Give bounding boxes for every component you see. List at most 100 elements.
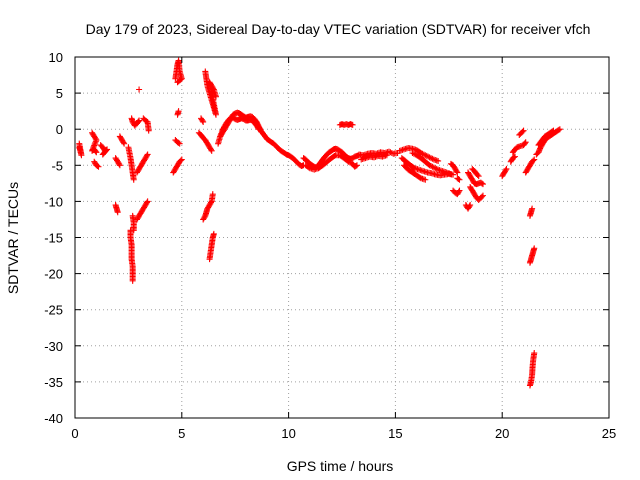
x-tick-label: 5 xyxy=(178,426,185,441)
data-point xyxy=(479,181,486,188)
data-point xyxy=(479,192,486,199)
data-point xyxy=(143,199,150,206)
data-point xyxy=(503,165,510,172)
data-point xyxy=(135,118,142,125)
y-tick-label: -15 xyxy=(44,231,63,246)
data-point xyxy=(429,163,436,170)
data-point xyxy=(114,209,121,216)
data-point xyxy=(530,157,537,164)
data-point xyxy=(175,78,182,85)
data-point xyxy=(177,157,184,164)
data-point xyxy=(144,198,151,205)
y-tick-label: 5 xyxy=(56,86,63,101)
data-point xyxy=(144,151,151,158)
data-point xyxy=(430,164,437,171)
data-point xyxy=(94,163,101,170)
data-point xyxy=(467,202,474,209)
data-point xyxy=(433,165,440,172)
data-point xyxy=(120,139,127,146)
data-point xyxy=(174,79,181,86)
x-tick-label: 0 xyxy=(71,426,78,441)
data-point xyxy=(519,128,526,135)
data-point xyxy=(200,118,207,125)
data-point xyxy=(353,162,360,169)
data-point xyxy=(95,163,102,170)
y-tick-label: 10 xyxy=(49,50,63,65)
data-point xyxy=(100,150,107,157)
data-point xyxy=(199,117,206,124)
x-tick-label: 25 xyxy=(602,426,616,441)
data-point xyxy=(529,205,536,212)
x-tick-label: 10 xyxy=(281,426,295,441)
data-point xyxy=(522,139,529,146)
data-point xyxy=(255,126,262,133)
x-axis-label: GPS time / hours xyxy=(287,458,394,474)
data-point xyxy=(207,199,214,206)
y-tick-label: -35 xyxy=(44,375,63,390)
data-point xyxy=(426,154,433,161)
data-point xyxy=(510,154,517,161)
data-point xyxy=(210,230,217,237)
data-point xyxy=(385,148,392,155)
data-point xyxy=(345,158,352,165)
data-point xyxy=(422,176,429,183)
data-point xyxy=(502,167,509,174)
data-point xyxy=(176,140,183,147)
data-point xyxy=(521,140,528,147)
data-point xyxy=(447,170,454,177)
y-tick-label: -40 xyxy=(44,411,63,426)
x-tick-label: 20 xyxy=(495,426,509,441)
data-point xyxy=(455,176,462,183)
data-point xyxy=(425,153,432,160)
data-point xyxy=(130,176,137,183)
data-point xyxy=(116,162,123,169)
data-point xyxy=(475,173,482,180)
data-point xyxy=(422,152,429,159)
data-point xyxy=(455,188,462,195)
data-point xyxy=(130,227,137,234)
data-point xyxy=(428,163,434,170)
data-point xyxy=(432,165,439,172)
data-point xyxy=(143,152,150,159)
data-point xyxy=(136,86,143,93)
y-tick-label: -30 xyxy=(44,339,63,354)
data-point xyxy=(550,127,557,134)
data-point xyxy=(419,150,426,157)
data-point xyxy=(116,161,123,168)
data-point xyxy=(420,151,427,158)
data-point xyxy=(129,277,136,284)
y-tick-label: 0 xyxy=(56,122,63,137)
data-point xyxy=(478,193,485,200)
data-point xyxy=(409,150,416,157)
y-tick-label: -10 xyxy=(44,194,63,209)
x-tick-label: 15 xyxy=(388,426,402,441)
data-point xyxy=(454,169,461,176)
axes: 0 5 10 15 20 25 -40 -35 -30 -25 -20 -15 -10 -5 0 5 10 xyxy=(44,50,616,441)
data-point xyxy=(210,85,217,92)
data-point xyxy=(207,146,214,153)
data-point xyxy=(426,162,433,169)
data-point xyxy=(512,153,519,160)
chart-title: Day 179 of 2023, Sidereal Day-to-day VTE… xyxy=(86,21,591,37)
data-point xyxy=(254,124,261,131)
data-point xyxy=(466,203,473,210)
data-point xyxy=(349,121,356,128)
data-point xyxy=(555,126,562,133)
data-point xyxy=(346,159,353,166)
y-tick-label: -20 xyxy=(44,267,63,282)
data-point xyxy=(418,150,425,157)
data-point xyxy=(76,140,83,147)
data-point xyxy=(93,149,100,156)
data-point xyxy=(208,147,215,154)
data-point xyxy=(145,127,152,134)
y-axis-label: SDTVAR / TECUs xyxy=(5,182,21,294)
data-point xyxy=(212,93,219,100)
data-point xyxy=(429,155,436,162)
data-point xyxy=(423,152,430,159)
data-point xyxy=(456,187,463,194)
data-point xyxy=(456,176,463,183)
data-point xyxy=(453,168,460,175)
data-point xyxy=(410,150,417,157)
data-point xyxy=(136,117,143,124)
